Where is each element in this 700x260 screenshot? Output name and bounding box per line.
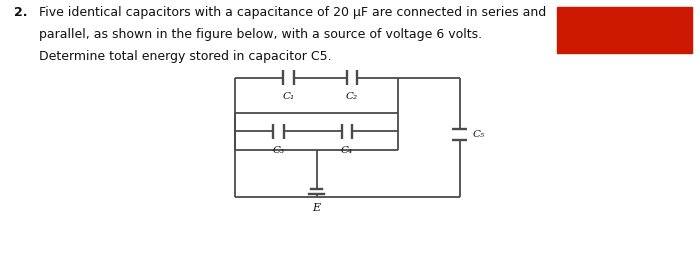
Text: C₃: C₃ [272, 146, 284, 155]
Text: 2.: 2. [14, 6, 28, 19]
Text: C₂: C₂ [346, 92, 358, 101]
Text: C₅: C₅ [473, 130, 485, 139]
Text: Determine total energy stored in capacitor C5.: Determine total energy stored in capacit… [39, 50, 332, 63]
Text: C₁: C₁ [282, 92, 294, 101]
Text: Five identical capacitors with a capacitance of 20 μF are connected in series an: Five identical capacitors with a capacit… [39, 6, 547, 19]
FancyBboxPatch shape [557, 7, 692, 53]
Text: C₄: C₄ [341, 146, 353, 155]
Text: E: E [313, 203, 321, 213]
Text: parallel, as shown in the figure below, with a source of voltage 6 volts.: parallel, as shown in the figure below, … [39, 28, 482, 41]
